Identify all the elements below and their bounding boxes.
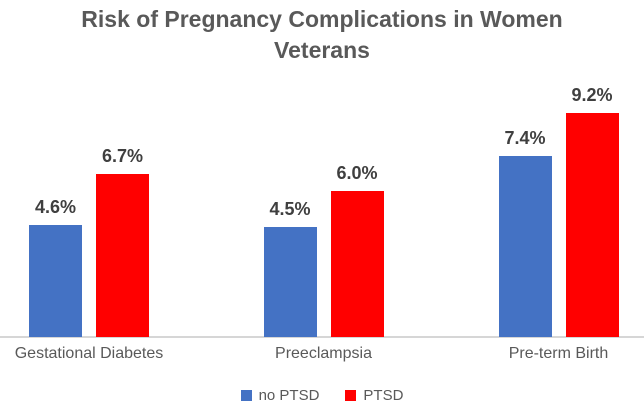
bar-ptsd-3 — [565, 113, 619, 337]
category-label: Gestational Diabetes — [14, 345, 164, 362]
bar-value-label: 7.4% — [504, 128, 546, 148]
legend-swatch-icon — [240, 390, 252, 401]
bar-ptsd-1 — [96, 174, 149, 337]
bar-no-ptsd-1 — [29, 225, 82, 337]
bar-value-label: 4.5% — [269, 199, 311, 219]
chart-title-line-2: Veterans — [274, 37, 370, 63]
chart-legend: no PTSD PTSD — [0, 387, 644, 404]
category-label: Preeclampsia — [275, 345, 372, 362]
bar-no-ptsd-2 — [263, 227, 317, 337]
legend-swatch-icon — [345, 390, 357, 401]
legend-item-ptsd: PTSD — [345, 387, 403, 404]
bar-no-ptsd-3 — [498, 156, 552, 337]
bar-ptsd-2 — [330, 191, 384, 337]
legend-label: PTSD — [363, 387, 404, 404]
bar-value-label: 4.6% — [34, 197, 77, 217]
x-axis-line — [0, 336, 644, 338]
bar-value-label: 6.0% — [336, 163, 378, 183]
category-label: Pre-term Birth — [508, 345, 609, 362]
legend-label: no PTSD — [258, 387, 320, 404]
bar-value-label: 6.7% — [101, 146, 144, 166]
bar-value-label: 9.2% — [571, 85, 613, 105]
legend-item-no-ptsd: no PTSD — [240, 387, 320, 404]
chart-title: Risk of Pregnancy Complications in Women… — [0, 4, 644, 66]
chart-title-line-1: Risk of Pregnancy Complications in Women — [81, 6, 563, 32]
